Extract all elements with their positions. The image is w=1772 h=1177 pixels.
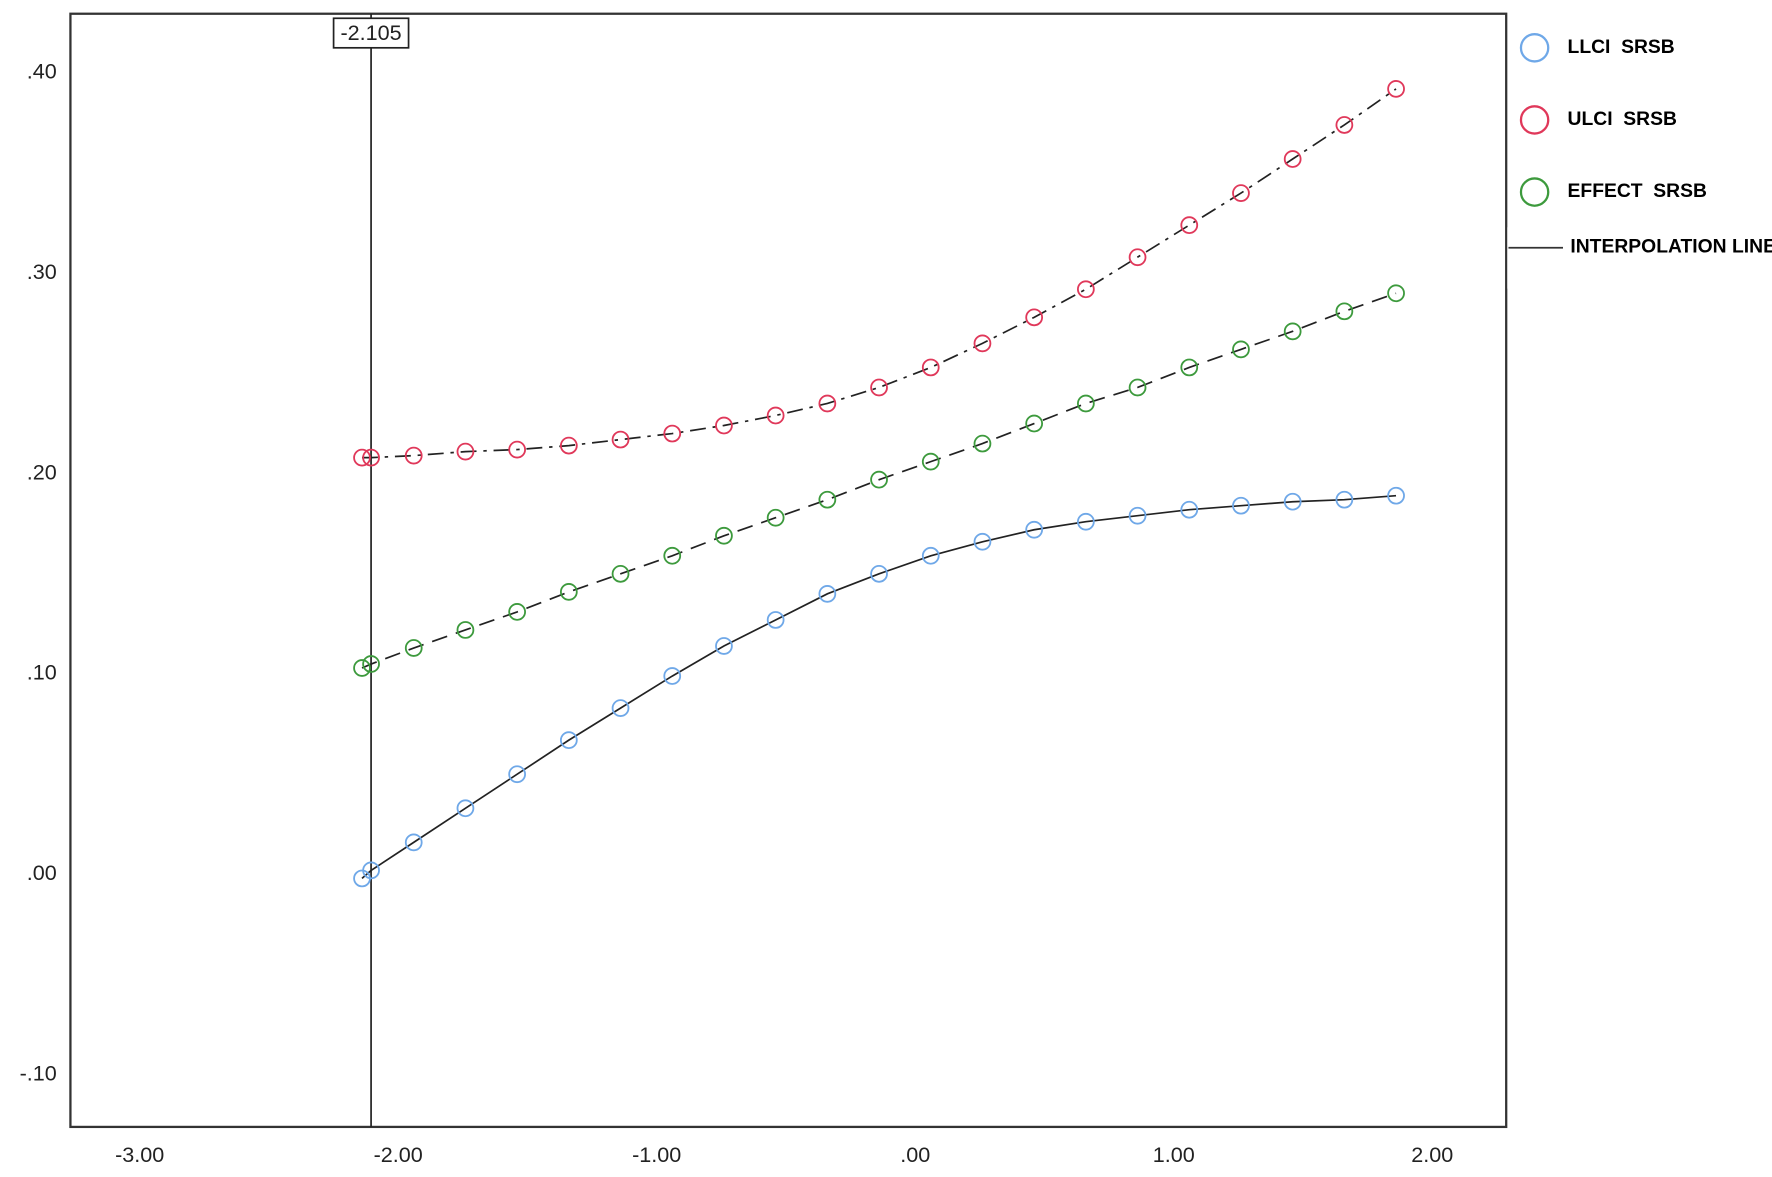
point: [559, 731, 578, 750]
legend-label: ULCI SRSB: [1568, 109, 1677, 130]
y-tick-label: .10: [27, 660, 57, 685]
point: [404, 446, 423, 465]
point: [353, 659, 371, 677]
point: [715, 416, 733, 435]
point: [1025, 520, 1044, 539]
point: [663, 546, 682, 565]
point: [715, 637, 733, 655]
point: [362, 861, 380, 880]
point: [1180, 216, 1199, 235]
point: [1076, 512, 1095, 531]
point: [1076, 394, 1095, 413]
x-tick-label: 1.00: [1153, 1142, 1195, 1167]
y-tick-label: .40: [27, 59, 57, 84]
point: [766, 406, 785, 425]
point: [870, 378, 888, 397]
point: [973, 334, 992, 353]
y-tick-label: -.10: [20, 1061, 57, 1086]
point: [611, 430, 630, 449]
point: [404, 639, 423, 657]
point: [766, 508, 785, 527]
point: [1335, 116, 1354, 134]
legend-interpolation: INTERPOLATION LINE: [1570, 235, 1772, 257]
point: [1335, 302, 1354, 321]
x-tick-label: -2.00: [374, 1142, 423, 1167]
point: [1180, 358, 1199, 377]
point: [1232, 340, 1250, 359]
point: [663, 667, 682, 685]
point: [1283, 150, 1302, 168]
point: [921, 546, 940, 565]
legend-marker: [1519, 105, 1550, 135]
interpolation-line: [361, 494, 1397, 880]
point: [973, 434, 992, 453]
legend-label: LLCI SRSB: [1568, 37, 1675, 58]
legend-marker: [1519, 177, 1550, 207]
point: [559, 583, 578, 601]
point: [870, 564, 888, 583]
plot-frame: [69, 12, 1508, 1129]
point: [818, 394, 837, 413]
x-tick-label: -1.00: [632, 1142, 681, 1167]
point: [973, 532, 992, 551]
point: [362, 655, 380, 673]
legend-label: EFFECT SRSB: [1568, 181, 1707, 202]
point: [456, 621, 475, 639]
reference-label: -2.105: [340, 20, 401, 45]
point: [766, 611, 785, 629]
point: [921, 452, 940, 471]
x-tick-label: .00: [900, 1142, 930, 1167]
point: [611, 699, 630, 717]
point: [1025, 308, 1044, 327]
point: [818, 490, 837, 509]
point: [1128, 378, 1147, 397]
y-tick-label: .20: [27, 459, 57, 484]
point: [404, 833, 423, 852]
point: [559, 436, 578, 455]
legend-marker: [1519, 33, 1550, 63]
point: [1387, 80, 1405, 98]
point: [508, 765, 526, 784]
point: [1232, 184, 1250, 202]
interpolation-line: [362, 88, 1397, 459]
point: [456, 442, 475, 461]
point: [1180, 500, 1199, 519]
point: [1283, 492, 1302, 511]
point: [508, 440, 526, 459]
y-tick-label: .00: [27, 860, 57, 885]
point: [921, 358, 940, 377]
interpolation-line: [361, 292, 1397, 669]
point: [818, 585, 837, 603]
point: [1387, 284, 1405, 303]
point: [456, 799, 475, 818]
point: [353, 448, 371, 467]
point: [1128, 248, 1147, 267]
x-tick-label: -3.00: [115, 1142, 164, 1167]
reference-label-box: [332, 17, 410, 49]
x-tick-label: 2.00: [1411, 1142, 1453, 1167]
point: [1076, 280, 1095, 299]
point: [611, 564, 630, 583]
point: [715, 526, 733, 545]
point: [1232, 496, 1250, 515]
point: [663, 424, 682, 443]
point: [870, 470, 888, 489]
point: [362, 448, 380, 467]
legend-interpolation-label: INTERPOLATION LINE: [1570, 235, 1772, 257]
point: [1387, 486, 1405, 505]
point: [1335, 490, 1354, 509]
point: [508, 603, 526, 621]
legend-background: [1507, 227, 1772, 289]
point: [1128, 506, 1147, 525]
y-tick-label: .30: [27, 259, 57, 284]
point: [1025, 414, 1044, 433]
point: [1283, 322, 1302, 341]
